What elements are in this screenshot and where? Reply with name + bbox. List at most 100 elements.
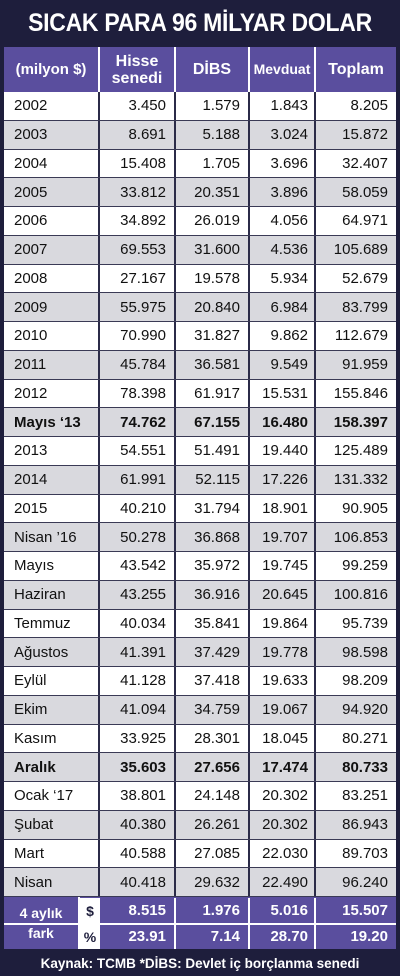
cell-hisse: 38.801 [100, 782, 176, 810]
table-row: Aralık 35.603 27.656 17.474 80.733 [4, 753, 396, 782]
table-row: 2011 45.784 36.581 9.549 91.959 [4, 350, 396, 380]
header-unit: (milyon $) [4, 47, 100, 92]
cell-mevduat: 17.226 [250, 465, 316, 494]
header-mevduat: Mevduat [250, 47, 316, 92]
cell-toplam: 112.679 [334, 327, 388, 345]
table-row: 2003 8.691 5.188 3.024 15.872 [4, 120, 396, 150]
header-dibs: DİBS [176, 47, 250, 92]
fark-pct-toplam: 19.20 [350, 928, 388, 945]
fark-usd-unit: $ [80, 898, 100, 923]
row-label: 2008 [4, 264, 100, 293]
row-label: 2006 [4, 207, 100, 235]
cell-toplam: 83.251 [342, 787, 388, 805]
cell-hisse: 43.542 [100, 552, 176, 580]
cell-mevduat: 5.934 [250, 264, 316, 293]
cell-hisse: 43.255 [100, 580, 176, 609]
cell-dibs: 37.418 [176, 667, 250, 695]
table-title: SICAK PARA 96 MİLYAR DOLAR [28, 8, 372, 37]
cell-dibs: 1.705 [176, 149, 250, 178]
cell-mevduat: 6.984 [250, 293, 316, 321]
cell-toplam: 90.905 [342, 499, 388, 517]
row-label: Mayıs ‘13 [4, 408, 100, 436]
cell-toplam: 95.739 [342, 614, 388, 632]
fark-pct-mevduat: 28.70 [250, 924, 316, 949]
table-row: Temmuz 40.034 35.841 19.864 95.739 [4, 609, 396, 639]
cell-mevduat: 19.707 [250, 523, 316, 551]
row-label: 2005 [4, 178, 100, 206]
cell-dibs: 31.600 [176, 235, 250, 264]
table-row: Eylül 41.128 37.418 19.633 98.209 [4, 667, 396, 696]
cell-toplam: 158.397 [333, 413, 388, 431]
table-row: Ağustos 41.391 37.429 19.778 98.598 [4, 638, 396, 667]
cell-hisse: 27.167 [100, 264, 176, 293]
cell-hisse: 40.210 [100, 494, 176, 523]
cell-mevduat: 3.896 [250, 178, 316, 206]
row-label: Haziran [4, 580, 100, 609]
cell-toplam: 58.059 [342, 183, 388, 201]
row-label: Temmuz [4, 609, 100, 638]
header-hisse-line1: Hisse [115, 52, 159, 70]
row-label: 2010 [4, 322, 100, 350]
table-row: Haziran 43.255 36.916 20.645 100.816 [4, 580, 396, 610]
table-row: 2014 61.991 52.115 17.226 131.332 [4, 465, 396, 495]
cell-hisse: 78.398 [100, 379, 176, 408]
row-label: 2015 [4, 494, 100, 523]
cell-toplam: 32.407 [342, 154, 388, 172]
cell-mevduat: 19.864 [250, 609, 316, 638]
cell-mevduat: 18.045 [250, 724, 316, 753]
cell-toplam: 80.733 [342, 758, 388, 776]
fark-usd-mevduat: 5.016 [250, 898, 316, 923]
table-row: 2008 27.167 19.578 5.934 52.679 [4, 264, 396, 294]
cell-toplam: 96.240 [342, 873, 388, 891]
row-label: 2014 [4, 465, 100, 494]
cell-hisse: 15.408 [100, 149, 176, 178]
table-header: (milyon $) Hisse senedi DİBS Mevduat Top… [4, 47, 396, 92]
row-label: 2009 [4, 293, 100, 321]
cell-mevduat: 19.067 [250, 695, 316, 724]
cell-hisse: 55.975 [100, 293, 176, 321]
header-hisse-line2: senedi [111, 69, 163, 87]
cell-hisse: 35.603 [100, 753, 176, 781]
cell-mevduat: 19.778 [250, 638, 316, 666]
row-label: 2004 [4, 149, 100, 178]
table-row: Şubat 40.380 26.261 20.302 86.943 [4, 810, 396, 840]
cell-toplam: 52.679 [342, 269, 388, 287]
cell-toplam: 89.703 [342, 844, 388, 862]
table-row: 2012 78.398 61.917 15.531 155.846 [4, 379, 396, 409]
table-row: 2007 69.553 31.600 4.536 105.689 [4, 235, 396, 265]
table-row: 2005 33.812 20.351 3.896 58.059 [4, 178, 396, 207]
cell-dibs: 28.301 [176, 724, 250, 753]
cell-toplam: 80.271 [342, 729, 388, 747]
cell-dibs: 36.868 [176, 523, 250, 551]
cell-dibs: 52.115 [176, 465, 250, 494]
cell-toplam: 64.971 [342, 212, 388, 230]
cell-toplam: 155.846 [333, 384, 388, 402]
row-label: 2011 [4, 350, 100, 379]
table-row: Nisan ’16 50.278 36.868 19.707 106.853 [4, 523, 396, 552]
cell-hisse: 40.418 [100, 868, 176, 896]
table-row: Kasım 33.925 28.301 18.045 80.271 [4, 724, 396, 754]
table-row: Mart 40.588 27.085 22.030 89.703 [4, 839, 396, 869]
cell-dibs: 31.827 [176, 322, 250, 350]
table-row: 2010 70.990 31.827 9.862 112.679 [4, 322, 396, 351]
cell-toplam: 83.799 [342, 298, 388, 316]
cell-dibs: 37.429 [176, 638, 250, 666]
cell-hisse: 69.553 [100, 235, 176, 264]
row-label: Aralık [4, 753, 100, 781]
cell-toplam: 99.259 [342, 557, 388, 575]
table-row: 2015 40.210 31.794 18.901 90.905 [4, 494, 396, 524]
cell-hisse: 61.991 [100, 465, 176, 494]
cell-mevduat: 19.745 [250, 552, 316, 580]
cell-dibs: 67.155 [176, 408, 250, 436]
row-label: 2007 [4, 235, 100, 264]
cell-hisse: 41.128 [100, 667, 176, 695]
cell-mevduat: 15.531 [250, 379, 316, 408]
cell-toplam: 105.689 [333, 241, 388, 259]
cell-dibs: 36.916 [176, 580, 250, 609]
fark-label-line1: 4 aylık [19, 905, 63, 921]
cell-mevduat: 18.901 [250, 494, 316, 523]
cell-hisse: 33.925 [100, 724, 176, 753]
cell-toplam: 98.598 [342, 643, 388, 661]
table-row: Ekim 41.094 34.759 19.067 94.920 [4, 695, 396, 725]
cell-mevduat: 20.645 [250, 580, 316, 609]
